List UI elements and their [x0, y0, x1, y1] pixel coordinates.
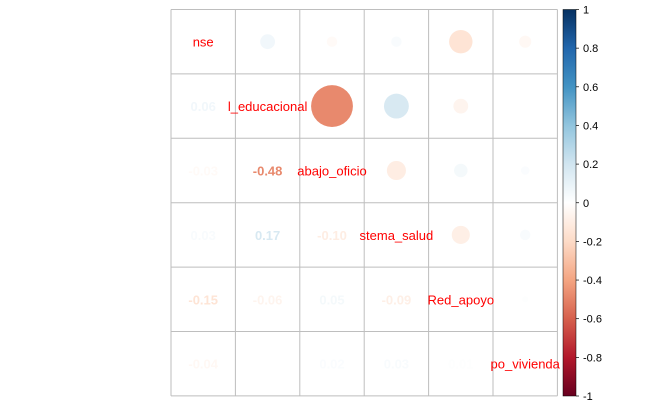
- corr-value-tipo_vivienda-trabajo_oficio: 0.02: [319, 357, 344, 372]
- legend-tick-label: -0.4: [583, 275, 602, 287]
- legend-tick-label: 0.4: [583, 120, 598, 132]
- corr-value-tipo_vivienda-sistema_salud: 0.03: [384, 357, 409, 372]
- legend-tick-label: -0.8: [583, 352, 602, 364]
- matrix-gridlines: [170, 9, 558, 397]
- corr-circle-nse-trabajo_oficio: [326, 36, 338, 47]
- corr-value-trabajo_oficio-nse: -0.03: [188, 164, 218, 179]
- corr-circle-nivel_educacional-tipo_vivienda: [524, 105, 526, 107]
- diagonal-label-sistema_salud: stema_salud: [360, 228, 434, 243]
- legend-tick-label: 0: [583, 198, 589, 210]
- legend-tick-label: 0.8: [583, 43, 598, 55]
- corr-value-Red_apoyo-sistema_salud: -0.09: [382, 292, 412, 307]
- corr-value-Red_apoyo-nse: -0.15: [188, 292, 218, 307]
- corr-value-Red_apoyo-trabajo_oficio: 0.05: [319, 292, 344, 307]
- corr-circle-nivel_educacional-sistema_salud: [383, 93, 409, 119]
- corr-circle-nse-sistema_salud: [391, 36, 402, 47]
- diagonal-labels: nse l_educacional abajo_oficio stema_salud R…: [193, 35, 561, 372]
- corr-value-sistema_salud-trabajo_oficio: -0.10: [317, 228, 347, 243]
- corr-circle-trabajo_oficio-sistema_salud: [386, 160, 406, 181]
- corr-circle-nse-Red_apoyo: [449, 30, 473, 54]
- diagonal-label-nse: nse: [193, 35, 214, 50]
- legend-tick-label: -1: [583, 391, 593, 403]
- corr-value-tipo_vivienda-nivel_educacional: 0.00: [255, 357, 280, 372]
- corr-value-tipo_vivienda-nse: -0.04: [188, 357, 218, 372]
- legend-tick-label: 0.6: [583, 82, 598, 94]
- legend-tick-label: 1: [583, 5, 589, 17]
- legend-color-bar: [562, 9, 577, 397]
- corr-circle-trabajo_oficio-Red_apoyo: [454, 163, 468, 178]
- corr-circle-nse-nivel_educacional: [260, 34, 275, 50]
- corr-value-sistema_salud-nivel_educacional: 0.17: [255, 228, 280, 243]
- corr-value-sistema_salud-nse: 0.03: [191, 228, 216, 243]
- color-legend: 1 0.8 0.6 0.4 0.2 0 -0.2 -0.4 -0.6 -0.8 -1: [562, 5, 602, 403]
- corr-circle-nivel_educacional-Red_apoyo: [453, 98, 469, 114]
- corr-circle-sistema_salud-Red_apoyo: [451, 225, 470, 244]
- corr-circle-nivel_educacional-trabajo_oficio: [311, 85, 353, 128]
- diagonal-label-tipo_vivienda: po_vivienda: [491, 357, 561, 372]
- corr-circle-sistema_salud-tipo_vivienda: [519, 229, 531, 241]
- corr-value-tipo_vivienda-Red_apoyo: 0.01: [448, 357, 473, 372]
- legend-tick-label: 0.2: [583, 159, 598, 171]
- diagonal-label-Red_apoyo: Red_apoyo: [428, 292, 495, 307]
- corr-circle-Red_apoyo-tipo_vivienda: [522, 296, 529, 303]
- diagonal-label-trabajo_oficio: abajo_oficio: [297, 164, 366, 179]
- corr-circle-nse-tipo_vivienda: [519, 35, 532, 48]
- corr-circle-trabajo_oficio-tipo_vivienda: [520, 166, 530, 175]
- corr-value-nivel_educacional-nse: 0.06: [191, 99, 216, 114]
- legend-tick-label: -0.6: [583, 314, 602, 326]
- diagonal-label-nivel_educacional: l_educacional: [228, 99, 308, 114]
- legend-tick-label: -0.2: [583, 236, 602, 248]
- corr-value-Red_apoyo-nivel_educacional: -0.06: [253, 292, 283, 307]
- corr-value-trabajo_oficio-nivel_educacional: -0.48: [253, 164, 283, 179]
- matrix-cells: 0.06 -0.03 -0.48 0.03 0.17 -0.10 -0.15 -0.06 0.0…: [188, 30, 532, 372]
